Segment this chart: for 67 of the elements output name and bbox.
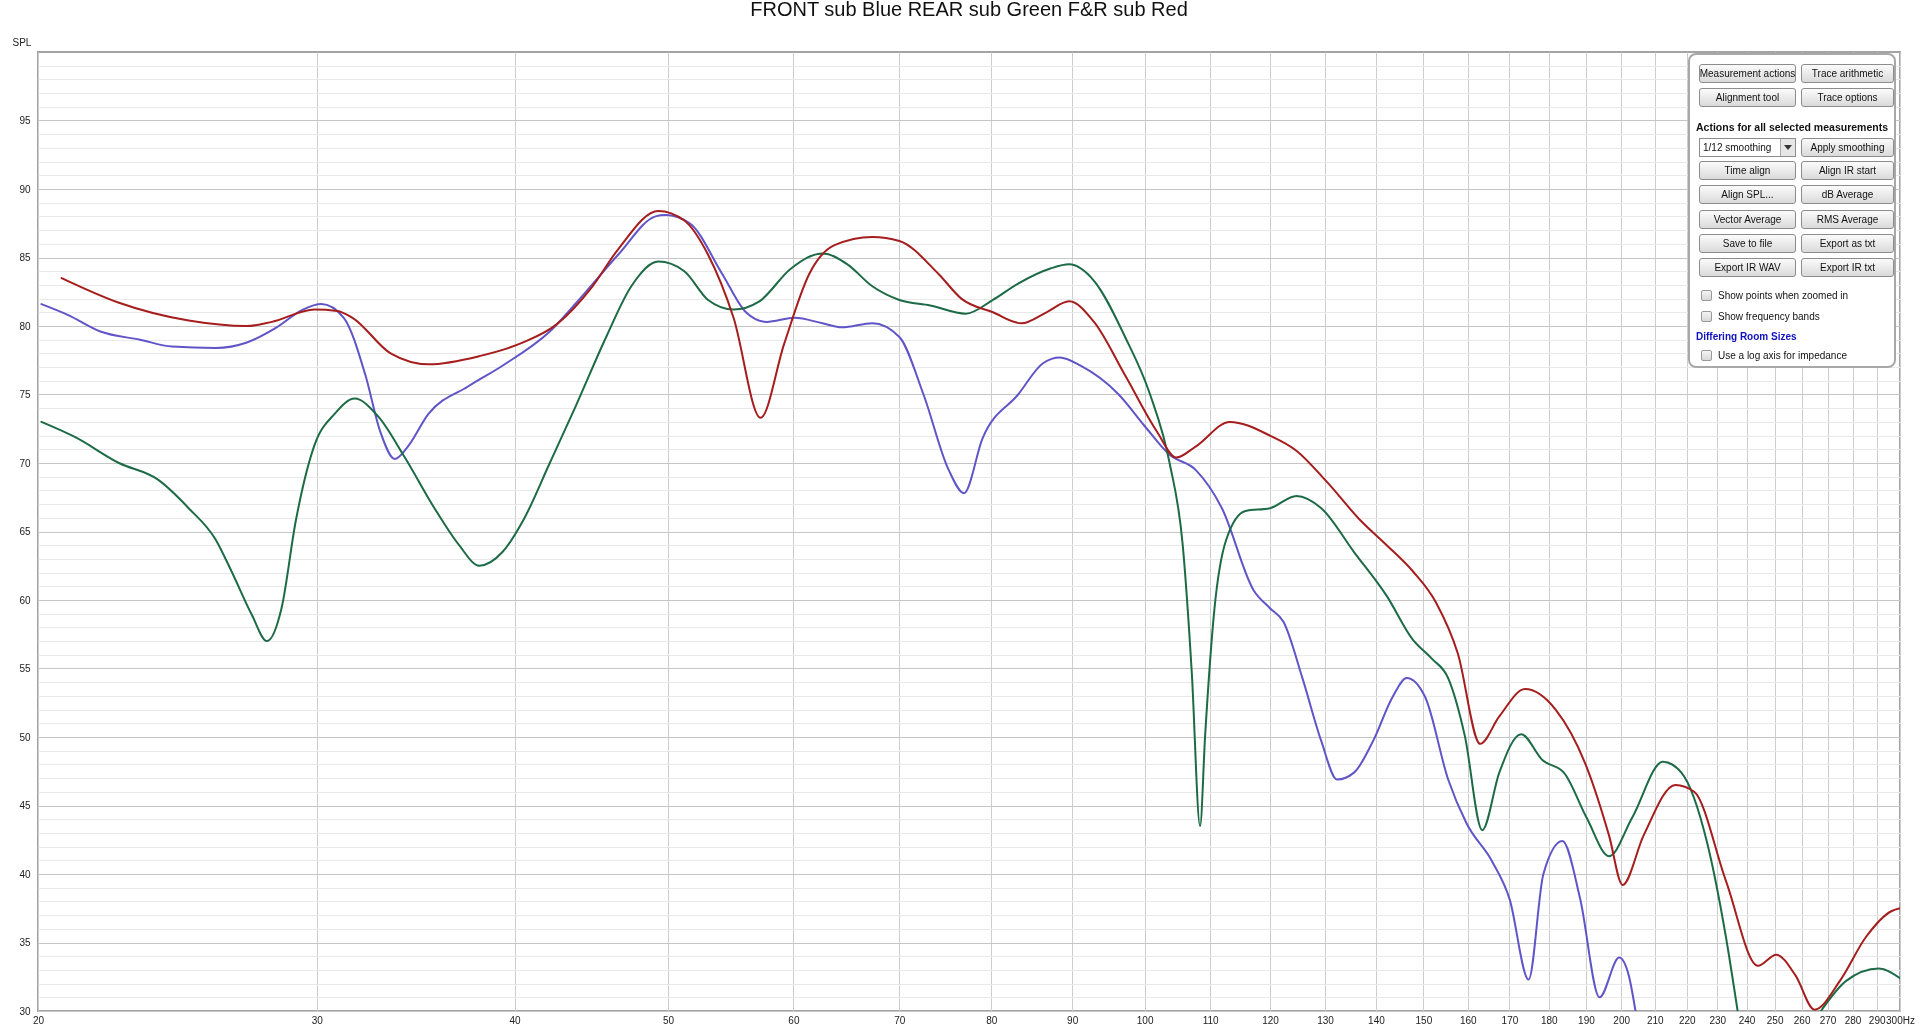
x-tick-label: 40 — [509, 1014, 522, 1026]
x-tick-label: 70 — [894, 1014, 906, 1026]
y-axis-title: SPL — [12, 36, 32, 48]
x-tick-label: 270 — [1819, 1014, 1837, 1026]
button: Vector Average — [1699, 210, 1796, 229]
x-tick-label: 190 — [1578, 1014, 1596, 1026]
y-tick-label: 30 — [19, 1005, 31, 1017]
x-tick-label: 90 — [1067, 1014, 1079, 1026]
x-tick-label: 200 — [1613, 1014, 1631, 1026]
annotation: Use a log axis for impedance — [1718, 350, 1847, 361]
x-tick-label: 100 — [1136, 1014, 1154, 1026]
button: Trace options — [1801, 88, 1894, 107]
x-tick-label: 30 — [311, 1014, 324, 1026]
y-tick-label: 95 — [19, 115, 31, 126]
y-tick-label: 70 — [19, 457, 31, 469]
x-tick-label: 180 — [1540, 1014, 1559, 1026]
x-tick-label: 220 — [1678, 1014, 1697, 1026]
dropdown: 1/12 smoothing — [1699, 138, 1796, 157]
annotation: Show frequency bands — [1718, 311, 1820, 322]
x-tick-label: 130 — [1317, 1014, 1335, 1026]
x-tick-label: 300Hz — [1886, 1014, 1915, 1026]
x-tick-label: 120 — [1262, 1014, 1280, 1026]
x-tick-label: 160 — [1459, 1014, 1478, 1026]
y-tick-label: 35 — [19, 937, 31, 948]
y-tick-label: 55 — [19, 663, 31, 674]
button: RMS Average — [1801, 210, 1894, 229]
x-tick-label: 230 — [1709, 1014, 1727, 1026]
x-tick-label: 280 — [1844, 1014, 1862, 1026]
button: Save to file — [1699, 234, 1796, 253]
button: Export as txt — [1801, 234, 1894, 253]
button: dB Average — [1801, 185, 1894, 204]
x-tick-label: 20 — [32, 1014, 45, 1026]
button: Alignment tool — [1699, 88, 1796, 107]
button: Measurement actions — [1699, 64, 1796, 83]
x-tick-label: 260 — [1793, 1014, 1811, 1026]
button: Time align — [1699, 161, 1796, 180]
x-tick-label: 210 — [1646, 1014, 1665, 1026]
annotation: Show points when zoomed in — [1718, 290, 1849, 301]
button: Align IR start — [1801, 161, 1894, 180]
button: Export IR WAV — [1699, 258, 1796, 277]
x-tick-label: 170 — [1501, 1014, 1519, 1026]
x-tick-label: 290 — [1868, 1014, 1886, 1026]
y-tick-label: 85 — [19, 252, 31, 263]
button: Trace arithmetic — [1801, 64, 1894, 83]
y-tick-label: 45 — [19, 800, 31, 811]
x-tick-label: 250 — [1766, 1014, 1784, 1026]
x-tick-label: 140 — [1368, 1014, 1386, 1026]
x-tick-label: 60 — [788, 1014, 800, 1026]
y-tick-label: 90 — [19, 183, 31, 195]
annotation: 1/12 smoothing — [1702, 142, 1773, 153]
button: Apply smoothing — [1801, 138, 1894, 157]
x-tick-label: 110 — [1202, 1014, 1220, 1026]
x-tick-label: 240 — [1738, 1014, 1756, 1026]
y-tick-label: 60 — [19, 594, 31, 606]
annotation: Differing Room Sizes — [1696, 331, 1797, 342]
x-tick-label: 80 — [986, 1014, 998, 1026]
button: Export IR txt — [1801, 258, 1894, 277]
y-tick-label: 40 — [19, 868, 31, 880]
y-tick-label: 50 — [19, 731, 31, 743]
y-tick-label: 75 — [19, 389, 31, 400]
button: Align SPL... — [1699, 185, 1796, 204]
x-tick-label: 150 — [1415, 1014, 1433, 1026]
annotation: Actions for all selected measurements — [1696, 121, 1888, 133]
y-tick-label: 80 — [19, 320, 31, 332]
x-tick-label: 50 — [662, 1014, 675, 1026]
chart-title: FRONT sub Blue REAR sub Green F&R sub Red — [750, 0, 1188, 20]
y-tick-label: 65 — [19, 526, 31, 537]
